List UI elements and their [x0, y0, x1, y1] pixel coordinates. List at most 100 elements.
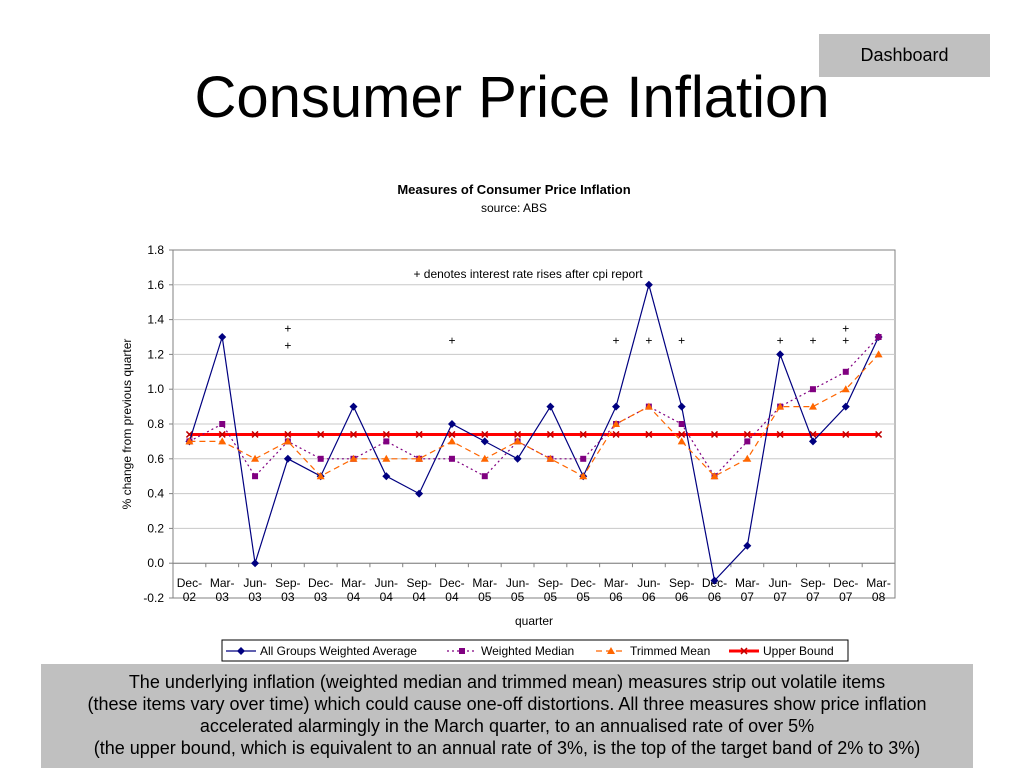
- data-point: [382, 454, 391, 462]
- x-tick-label: Dec-04: [439, 576, 464, 604]
- data-point: [513, 454, 522, 463]
- chart-subtitle: source: ABS: [481, 201, 547, 215]
- data-point: [480, 454, 489, 462]
- data-point: [284, 430, 292, 438]
- data-point: [744, 438, 751, 445]
- x-tick-label: Mar-03: [210, 576, 235, 604]
- data-point: [875, 430, 883, 438]
- chart-annotation: + denotes interest rate rises after cpi …: [413, 267, 643, 281]
- data-point: [612, 402, 621, 411]
- data-point: [447, 420, 456, 428]
- x-tick-label: Sep-04: [406, 576, 431, 604]
- dashboard-button[interactable]: Dashboard: [819, 34, 990, 77]
- y-tick-label: 0.4: [147, 487, 164, 501]
- data-point: [842, 368, 849, 375]
- data-point: [677, 437, 686, 445]
- rate-rise-marker: +: [842, 333, 849, 347]
- x-tick-label: Mar-04: [341, 576, 366, 604]
- x-tick-label: Jun-03: [243, 576, 266, 604]
- data-point: [218, 437, 227, 445]
- caption-line: (these items vary over time) which could…: [87, 694, 927, 714]
- data-point: [218, 333, 227, 341]
- data-point: [808, 437, 817, 446]
- chart-title: Measures of Consumer Price Inflation: [397, 182, 630, 197]
- data-point: [481, 473, 488, 480]
- legend-item: Weighted Median: [447, 644, 574, 658]
- data-point: [546, 454, 555, 462]
- data-point: [283, 437, 292, 445]
- y-tick-label: -0.2: [143, 591, 164, 605]
- legend-label: Trimmed Mean: [630, 644, 710, 658]
- y-axis-label: % change from previous quarter: [120, 339, 134, 510]
- data-point: [776, 430, 784, 438]
- data-point: [743, 430, 751, 438]
- x-tick-label: Dec-03: [308, 576, 333, 604]
- caption-box: The underlying inflation (weighted media…: [41, 664, 973, 768]
- legend-item: Trimmed Mean: [596, 644, 710, 658]
- data-point: [448, 455, 455, 462]
- series-upper-bound: [185, 430, 883, 438]
- data-point: [349, 430, 358, 438]
- data-point: [514, 430, 522, 438]
- data-point: [743, 541, 752, 550]
- x-tick-label: Jun-04: [375, 576, 398, 604]
- y-tick-label: 1.6: [147, 278, 164, 292]
- data-point: [382, 430, 390, 438]
- data-point: [481, 430, 489, 438]
- data-point: [317, 455, 324, 462]
- x-tick-label: Mar-06: [604, 576, 629, 604]
- data-point: [252, 473, 259, 480]
- data-point: [612, 430, 620, 438]
- x-tick-label: Dec-05: [571, 576, 596, 604]
- rate-rise-marker: +: [284, 321, 291, 335]
- data-point: [513, 437, 522, 445]
- series-line: [189, 353, 880, 477]
- x-tick-label: Sep-05: [538, 576, 563, 604]
- caption-line: (the upper bound, which is equivalent to…: [93, 738, 921, 758]
- legend-item: All Groups Weighted Average: [226, 644, 417, 658]
- data-point: [480, 437, 489, 446]
- y-tick-label: 1.4: [147, 313, 164, 327]
- data-point: [678, 430, 686, 438]
- data-point: [710, 430, 719, 438]
- data-point: [251, 430, 259, 438]
- x-tick-label: Mar-05: [472, 576, 497, 604]
- legend-label: Upper Bound: [763, 644, 834, 658]
- data-point: [710, 472, 719, 480]
- legend-marker: [740, 647, 748, 655]
- data-point: [383, 438, 390, 445]
- x-tick-label: Sep-03: [275, 576, 300, 604]
- data-point: [743, 454, 752, 462]
- data-point: [710, 576, 719, 585]
- data-point: [448, 430, 456, 438]
- rate-rise-marker: +: [678, 333, 685, 347]
- data-point: [283, 454, 292, 463]
- data-point: [415, 454, 424, 462]
- data-point: [546, 430, 554, 438]
- legend-label: All Groups Weighted Average: [260, 644, 417, 658]
- cpi-chart: Measures of Consumer Price Inflation sou…: [120, 182, 896, 662]
- x-tick-label: Mar-08: [866, 576, 891, 604]
- data-point: [612, 420, 621, 427]
- rate-rise-marker: +: [842, 321, 849, 335]
- x-tick-label: Jun-07: [768, 576, 791, 604]
- rate-rise-marker: +: [809, 333, 816, 347]
- data-point: [579, 430, 587, 438]
- series-line: [188, 282, 880, 582]
- data-point: [546, 402, 555, 411]
- legend-label: Weighted Median: [481, 644, 574, 658]
- data-point: [251, 559, 260, 568]
- legend-marker: [607, 647, 615, 654]
- data-point: [875, 334, 882, 340]
- data-point: [645, 430, 653, 438]
- rate-rise-marker: +: [284, 339, 291, 353]
- x-tick-label: Jun-05: [506, 576, 529, 604]
- x-tick-label: Mar-07: [735, 576, 760, 604]
- data-point: [842, 430, 850, 438]
- x-axis-label: quarter: [515, 614, 553, 628]
- data-point: [776, 350, 785, 359]
- y-tick-label: 0.8: [147, 417, 164, 431]
- x-tick-label: Dec-02: [177, 576, 202, 604]
- data-point: [185, 437, 194, 445]
- y-tick-label: 1.0: [147, 382, 164, 396]
